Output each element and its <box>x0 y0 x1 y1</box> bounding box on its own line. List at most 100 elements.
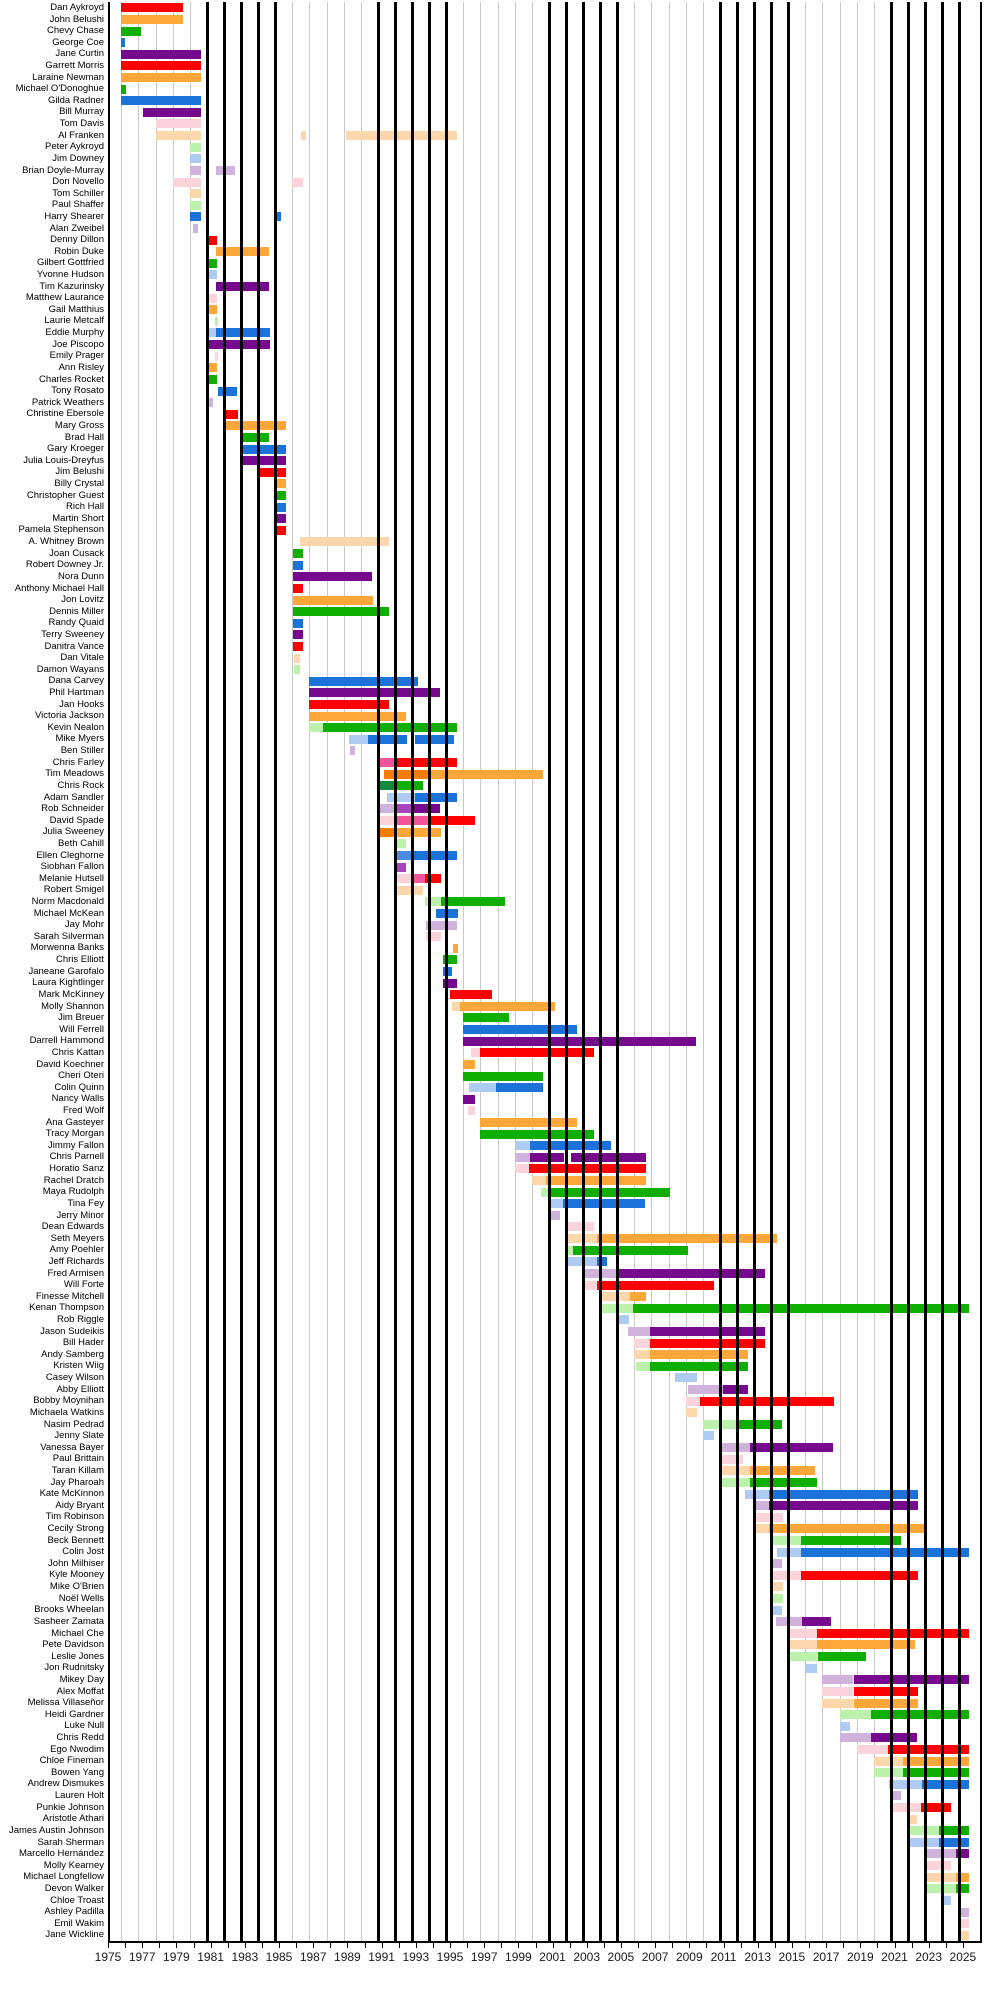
tenure-bar-segment <box>514 1141 531 1151</box>
tenure-bar-segment <box>531 1176 546 1185</box>
cast-name-label: Aristotle Athari <box>42 1813 104 1825</box>
tenure-bar-segment <box>750 1477 817 1487</box>
season-line-thick <box>923 2 927 1941</box>
x-axis-tick <box>809 1942 810 1948</box>
cast-name-label: Jay Mohr <box>64 919 104 931</box>
season-line-thick <box>428 2 432 1941</box>
cast-name-label: Siobhan Fallon <box>40 861 104 873</box>
tenure-bar-segment <box>292 641 304 651</box>
cast-name-label: Damon Wayans <box>36 663 104 675</box>
x-axis-tick-label: 1985 <box>265 1950 293 1964</box>
cast-name-label: Kyle Mooney <box>49 1569 104 1581</box>
x-axis-tick <box>894 1942 896 1948</box>
season-line-thick <box>376 2 380 1941</box>
tenure-bar-segment <box>292 618 304 628</box>
x-axis-tick-label: 2005 <box>607 1950 635 1964</box>
tenure-bar-segment <box>208 235 217 245</box>
tenure-bar-segment <box>121 26 142 36</box>
x-axis-tick <box>860 1942 862 1948</box>
tenure-bar-segment <box>801 1570 918 1580</box>
cast-name-label: Nasim Pedrad <box>43 1418 104 1430</box>
cast-name-label: Chris Elliott <box>55 954 104 966</box>
season-line <box>873 2 875 1941</box>
season-line <box>343 2 345 1941</box>
cast-name-label: Chris Farley <box>52 756 104 768</box>
cast-name-label: Chloe Fineman <box>39 1755 104 1767</box>
tenure-bar-segment <box>650 1338 766 1348</box>
tenure-bar-segment <box>467 1106 475 1116</box>
tenure-bar-segment <box>208 328 216 338</box>
cast-name-label: Fred Wolf <box>62 1105 104 1117</box>
tenure-bar-segment <box>956 1884 969 1894</box>
cast-name-label: Gilda Radner <box>48 94 104 106</box>
x-axis-tick <box>125 1942 127 1948</box>
cast-name-label: Tim Meadows <box>45 768 104 780</box>
tenure-bar-segment <box>214 316 219 326</box>
tenure-bar-segment <box>218 386 238 396</box>
season-line-thick <box>582 2 585 1941</box>
tenure-bar-segment <box>450 990 492 1000</box>
cast-name-label: Tony Rosato <box>51 385 104 397</box>
tenure-bar-segment <box>907 1837 939 1847</box>
tenure-bar-segment <box>685 1408 698 1418</box>
tenure-bar-segment <box>394 850 411 860</box>
tenure-bar-segment <box>870 1710 969 1720</box>
cast-name-label: Jane Curtin <box>55 48 104 60</box>
cast-name-label: Alan Zweibel <box>49 222 104 234</box>
tenure-bar-segment <box>839 1721 851 1731</box>
cast-name-label: Amy Poehler <box>49 1244 104 1256</box>
cast-name-label: Jane Wickline <box>45 1929 104 1941</box>
cast-name-label: Jim Belushi <box>55 466 104 478</box>
season-line <box>309 2 311 1941</box>
cast-name-label: Vanessa Bayer <box>40 1441 104 1453</box>
season-line <box>360 2 362 1941</box>
x-axis-tick <box>142 1942 144 1948</box>
tenure-bar-segment <box>600 1292 631 1302</box>
tenure-bar-segment <box>630 1292 646 1302</box>
tenure-bar-segment <box>959 1930 969 1940</box>
cast-name-label: Casey Wilson <box>45 1372 104 1384</box>
season-line <box>822 2 824 1941</box>
cast-name-label: Chevy Chase <box>46 25 104 37</box>
x-axis-tick-label: 1995 <box>436 1950 464 1964</box>
tenure-bar-segment <box>888 1779 922 1789</box>
x-axis-tick-label: 2013 <box>744 1950 772 1964</box>
cast-name-label: Patrick Weathers <box>31 396 104 408</box>
x-axis-tick <box>398 1942 400 1948</box>
x-axis-tick-label: 2011 <box>710 1950 737 1964</box>
cast-name-label: Chris Parnell <box>49 1151 104 1163</box>
tenure-bar-segment <box>425 874 441 884</box>
x-axis-tick <box>911 1942 913 1948</box>
tenure-bar-segment <box>463 1071 544 1081</box>
tenure-bar-segment <box>121 61 201 71</box>
tenure-bar-segment <box>924 1884 956 1894</box>
season-line-thick <box>445 2 449 1941</box>
x-axis-tick-label: 1981 <box>197 1950 224 1964</box>
tenure-bar-segment <box>817 1652 867 1661</box>
cast-name-label: Laura Kightlinger <box>32 977 104 989</box>
tenure-bar-segment <box>470 1048 480 1058</box>
tenure-bar-segment <box>121 38 126 48</box>
cast-name-label: Morwenna Banks <box>30 942 104 954</box>
tenure-bar-segment <box>722 1385 749 1394</box>
cast-name-label: Eddie Murphy <box>45 327 104 339</box>
tenure-bar-segment <box>550 1187 670 1197</box>
tenure-bar-segment <box>293 665 301 675</box>
cast-name-label: Melissa Villaseñor <box>27 1697 104 1709</box>
cast-name-label: Michael McKean <box>33 907 104 919</box>
season-line-thick <box>547 2 551 1941</box>
cast-name-label: Will Forte <box>63 1279 104 1291</box>
season-line <box>121 2 123 1941</box>
x-axis-tick <box>655 1942 657 1948</box>
tenure-bar-segment <box>292 560 304 570</box>
tenure-bar-segment <box>427 816 475 826</box>
tenure-bar-segment <box>719 1443 751 1452</box>
tenure-bar-segment <box>427 769 543 779</box>
tenure-bar-segment <box>768 1524 927 1534</box>
tenure-bar-segment <box>816 1628 969 1638</box>
cast-name-label: Ann Risley <box>58 361 104 373</box>
x-axis-tick-label: 2021 <box>881 1950 908 1964</box>
tenure-bar-segment <box>788 1628 817 1638</box>
tenure-bar-segment <box>309 676 419 686</box>
